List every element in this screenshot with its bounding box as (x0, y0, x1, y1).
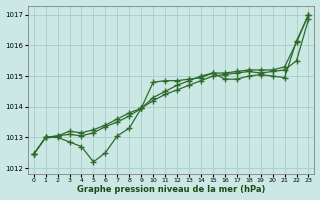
X-axis label: Graphe pression niveau de la mer (hPa): Graphe pression niveau de la mer (hPa) (77, 185, 265, 194)
